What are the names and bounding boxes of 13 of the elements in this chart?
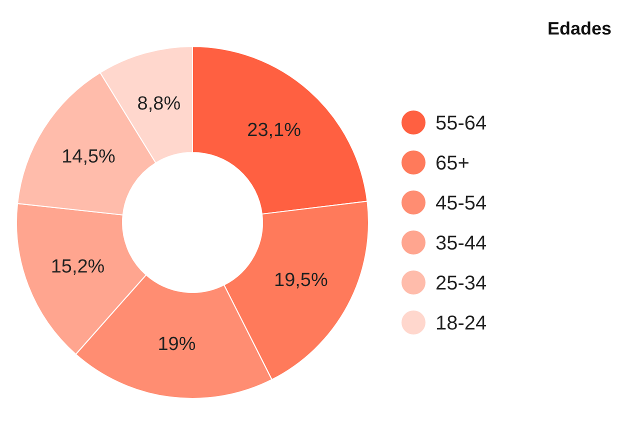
- legend-label: 55-64: [436, 112, 487, 134]
- data-label: 23,1%: [247, 120, 302, 141]
- legend-label: 25-34: [436, 272, 487, 294]
- data-label: 19%: [158, 334, 196, 355]
- legend-label: 45-54: [436, 192, 487, 214]
- legend-label: 18-24: [436, 312, 487, 334]
- legend-label: 65+: [436, 152, 470, 174]
- legend-label: 35-44: [436, 232, 487, 254]
- data-label: 14,5%: [62, 146, 116, 168]
- data-label: 15,2%: [50, 256, 105, 278]
- data-label: 19,5%: [274, 270, 328, 292]
- text: Edades: [547, 18, 612, 38]
- data-label: 8,8%: [137, 94, 181, 115]
